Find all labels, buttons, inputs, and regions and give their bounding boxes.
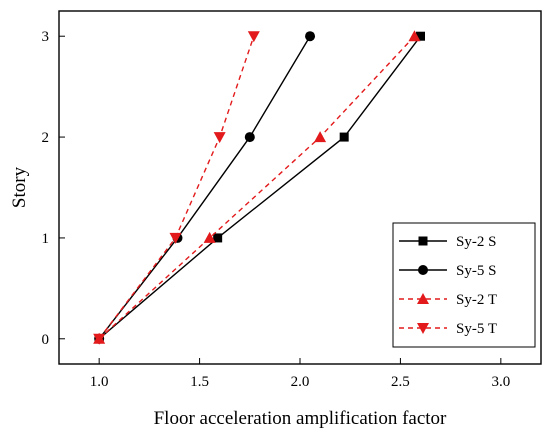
legend: Sy-2 S Sy-5 S Sy-2 T Sy-5 T	[392, 222, 536, 348]
legend-item: Sy-5 S	[399, 263, 496, 279]
legend-marker	[418, 265, 428, 275]
legend-item: Sy-2 S	[399, 234, 496, 250]
x-tick-label: 1.5	[190, 374, 209, 390]
data-point	[408, 30, 421, 42]
legend-marker	[418, 236, 428, 246]
x-tick-label: 3.0	[491, 374, 510, 390]
y-tick-label: 0	[42, 332, 50, 348]
legend-item: Sy-5 T	[399, 321, 497, 337]
data-point	[213, 233, 223, 243]
series-line	[98, 35, 415, 340]
series-layer	[93, 30, 425, 345]
data-point	[314, 131, 327, 143]
data-point	[203, 231, 216, 243]
data-point	[247, 31, 260, 43]
y-tick-label: 3	[42, 29, 50, 45]
data-point	[305, 31, 316, 42]
series-3	[93, 30, 421, 344]
data-point	[93, 333, 106, 345]
legend-label: Sy-2 T	[456, 292, 497, 308]
y-axis-label: Story	[9, 166, 30, 208]
x-tick-label: 1.0	[90, 374, 109, 390]
data-point	[339, 132, 349, 142]
data-point	[244, 132, 255, 143]
x-tick-label: 2.5	[391, 374, 410, 390]
y-tick-label: 1	[42, 231, 50, 247]
axis-ticks: 1.0 1.5 2.0 2.5 3.0 0 1 2 3	[42, 29, 511, 390]
series-line	[98, 35, 255, 340]
legend-label: Sy-2 S	[456, 234, 496, 250]
x-axis-label: Floor acceleration amplification factor	[154, 408, 447, 429]
legend-marker	[417, 323, 429, 334]
data-point	[213, 132, 226, 144]
x-tick-label: 2.0	[291, 374, 310, 390]
data-point	[416, 31, 425, 41]
legend-label: Sy-5 S	[456, 263, 496, 279]
series-4	[93, 31, 260, 345]
legend-label: Sy-5 T	[456, 321, 497, 337]
y-tick-label: 2	[42, 130, 50, 146]
data-point	[169, 232, 182, 244]
legend-marker	[417, 293, 429, 304]
legend-item: Sy-2 T	[399, 292, 497, 308]
legend-box	[392, 222, 536, 348]
series-line	[98, 35, 422, 340]
series-line	[98, 35, 311, 340]
